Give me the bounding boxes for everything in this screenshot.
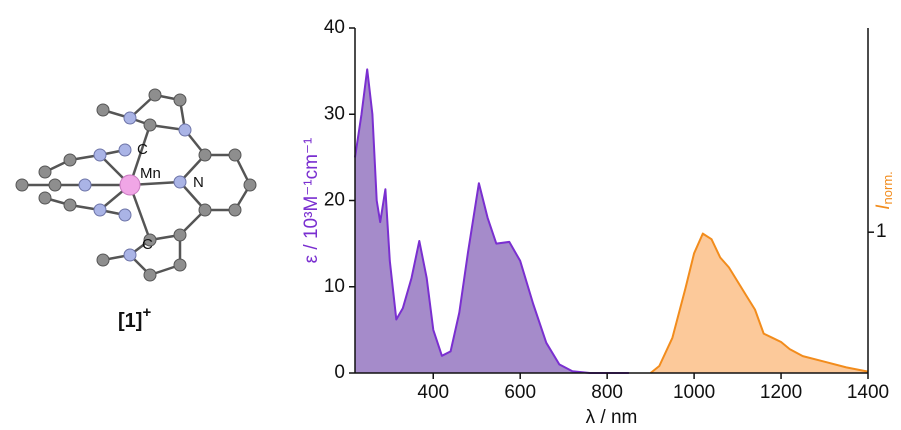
figure: C Mn N C [1]+ 01020304014006008001000120… (0, 0, 901, 430)
compound-label: [1]+ (118, 304, 151, 332)
atoms (16, 89, 256, 281)
atom-label: Mn (140, 165, 161, 182)
y-tick-label: 30 (324, 103, 345, 124)
y-tick-label: 40 (324, 17, 345, 38)
y-tick-label: 0 (334, 362, 345, 383)
y2-tick-label: 1 (876, 221, 887, 242)
area (651, 234, 868, 373)
atom-label: N (193, 174, 204, 191)
molecule: C Mn N C [1]+ (16, 89, 256, 332)
compound-charge: + (142, 304, 151, 321)
atom-label: C (137, 141, 148, 158)
x-axis-label: λ / nm (586, 407, 638, 428)
x-tick-label: 1200 (760, 382, 802, 403)
compound-name: [1] (118, 310, 142, 332)
x-tick-label: 1400 (847, 382, 889, 403)
area (355, 69, 629, 373)
y-axis-label: ε / 10³M⁻¹cm⁻¹ (301, 138, 322, 264)
atom-label: C (142, 236, 153, 253)
y-tick-label: 20 (324, 190, 345, 211)
x-tick-label: 1000 (673, 382, 715, 403)
y2-axis-label: Inorm. (873, 171, 895, 210)
y2-label-sub: norm. (880, 171, 895, 204)
y-tick-label: 10 (324, 276, 345, 297)
x-tick-label: 800 (591, 382, 623, 403)
x-tick-label: 400 (417, 382, 449, 403)
x-tick-label: 600 (504, 382, 536, 403)
